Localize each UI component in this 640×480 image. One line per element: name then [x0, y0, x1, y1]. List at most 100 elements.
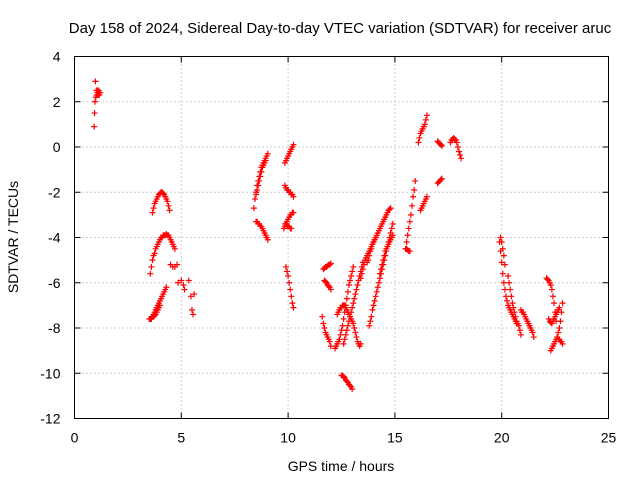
- series-arc-35: [505, 272, 524, 338]
- data-point: [379, 261, 386, 268]
- data-point: [506, 279, 513, 286]
- data-point: [374, 284, 381, 291]
- data-point: [404, 232, 411, 239]
- data-point: [451, 136, 458, 143]
- data-point: [174, 261, 181, 268]
- data-point: [375, 279, 382, 286]
- data-point: [320, 320, 327, 327]
- data-point: [497, 234, 504, 241]
- data-point: [339, 322, 346, 329]
- data-point: [347, 277, 354, 284]
- data-point: [455, 148, 462, 155]
- data-point: [557, 318, 564, 325]
- y-tick-label: -12: [40, 411, 60, 427]
- data-point: [500, 252, 507, 259]
- data-point: [360, 261, 367, 268]
- data-point: [498, 259, 505, 266]
- data-point: [250, 205, 257, 212]
- data-point: [502, 293, 509, 300]
- y-tick-label: -8: [48, 320, 61, 336]
- data-point: [378, 266, 385, 273]
- data-point: [357, 340, 364, 347]
- data-point: [549, 293, 556, 300]
- data-point: [438, 142, 445, 149]
- data-point: [372, 293, 379, 300]
- tick-labels: 0 5 10 15 20 25 -12 -10 -8 -6 -4 -2 0 2 4: [40, 49, 616, 446]
- data-point: [453, 139, 460, 146]
- x-tick-label: 25: [601, 430, 617, 446]
- data-point: [499, 270, 506, 277]
- series-arc-05: [146, 302, 163, 322]
- data-point: [501, 286, 508, 293]
- data-point: [164, 198, 171, 205]
- data-point: [369, 306, 376, 313]
- data-point: [556, 325, 563, 331]
- data-point: [544, 276, 551, 283]
- series-arc-27: [402, 245, 413, 255]
- data-point: [187, 293, 194, 300]
- data-point: [547, 282, 554, 289]
- data-point: [380, 257, 387, 264]
- data-point: [437, 176, 444, 183]
- grid: [74, 56, 609, 419]
- data-point: [97, 89, 104, 96]
- data-point: [191, 291, 198, 298]
- data-point: [510, 304, 517, 311]
- data-point: [345, 318, 352, 325]
- x-tick-label: 10: [280, 430, 296, 446]
- data-point: [290, 193, 297, 200]
- data-point: [92, 98, 99, 105]
- data-point: [370, 302, 377, 309]
- data-point: [348, 309, 355, 316]
- data-point: [373, 288, 380, 295]
- data-point: [325, 283, 332, 290]
- data-point: [352, 329, 359, 336]
- data-point: [350, 320, 357, 327]
- data-point: [290, 209, 297, 216]
- series-arc-31: [434, 175, 445, 187]
- data-point: [351, 325, 358, 331]
- data-point: [438, 175, 445, 182]
- series-arc-40: [554, 334, 566, 347]
- series-arc-32: [447, 134, 465, 162]
- data-point: [368, 245, 375, 252]
- data-point: [286, 279, 293, 286]
- data-point: [457, 151, 464, 158]
- series-arc-08: [253, 157, 269, 198]
- data-point: [258, 168, 265, 175]
- data-point: [410, 193, 417, 200]
- data-point: [344, 288, 351, 295]
- data-point: [381, 252, 388, 259]
- data-point: [386, 206, 393, 213]
- data-point: [357, 275, 364, 282]
- data-point: [326, 261, 333, 268]
- x-tick-label: 0: [71, 430, 79, 446]
- data-point: [257, 173, 264, 180]
- data-point: [350, 263, 357, 270]
- data-point: [416, 134, 423, 141]
- data-point: [348, 272, 355, 279]
- data-point: [92, 78, 99, 85]
- data-point: [163, 284, 170, 291]
- data-point: [354, 282, 361, 289]
- data-point: [422, 116, 429, 123]
- data-point: [287, 286, 294, 293]
- data-point: [336, 336, 343, 343]
- data-point: [326, 338, 333, 345]
- data-point: [529, 329, 536, 336]
- data-point: [530, 334, 537, 341]
- series-arc-10: [281, 141, 297, 166]
- data-point: [352, 291, 359, 298]
- data-point: [290, 141, 297, 148]
- data-point: [171, 245, 178, 252]
- data-point: [458, 155, 465, 162]
- data-point: [341, 336, 348, 343]
- data-point: [188, 306, 195, 313]
- data-point: [512, 313, 519, 320]
- data-point: [149, 209, 156, 216]
- y-tick-label: 2: [53, 94, 61, 110]
- data-point: [403, 239, 410, 246]
- y-tick-label: -10: [40, 365, 60, 381]
- data-point: [347, 313, 354, 320]
- data-point: [368, 313, 375, 320]
